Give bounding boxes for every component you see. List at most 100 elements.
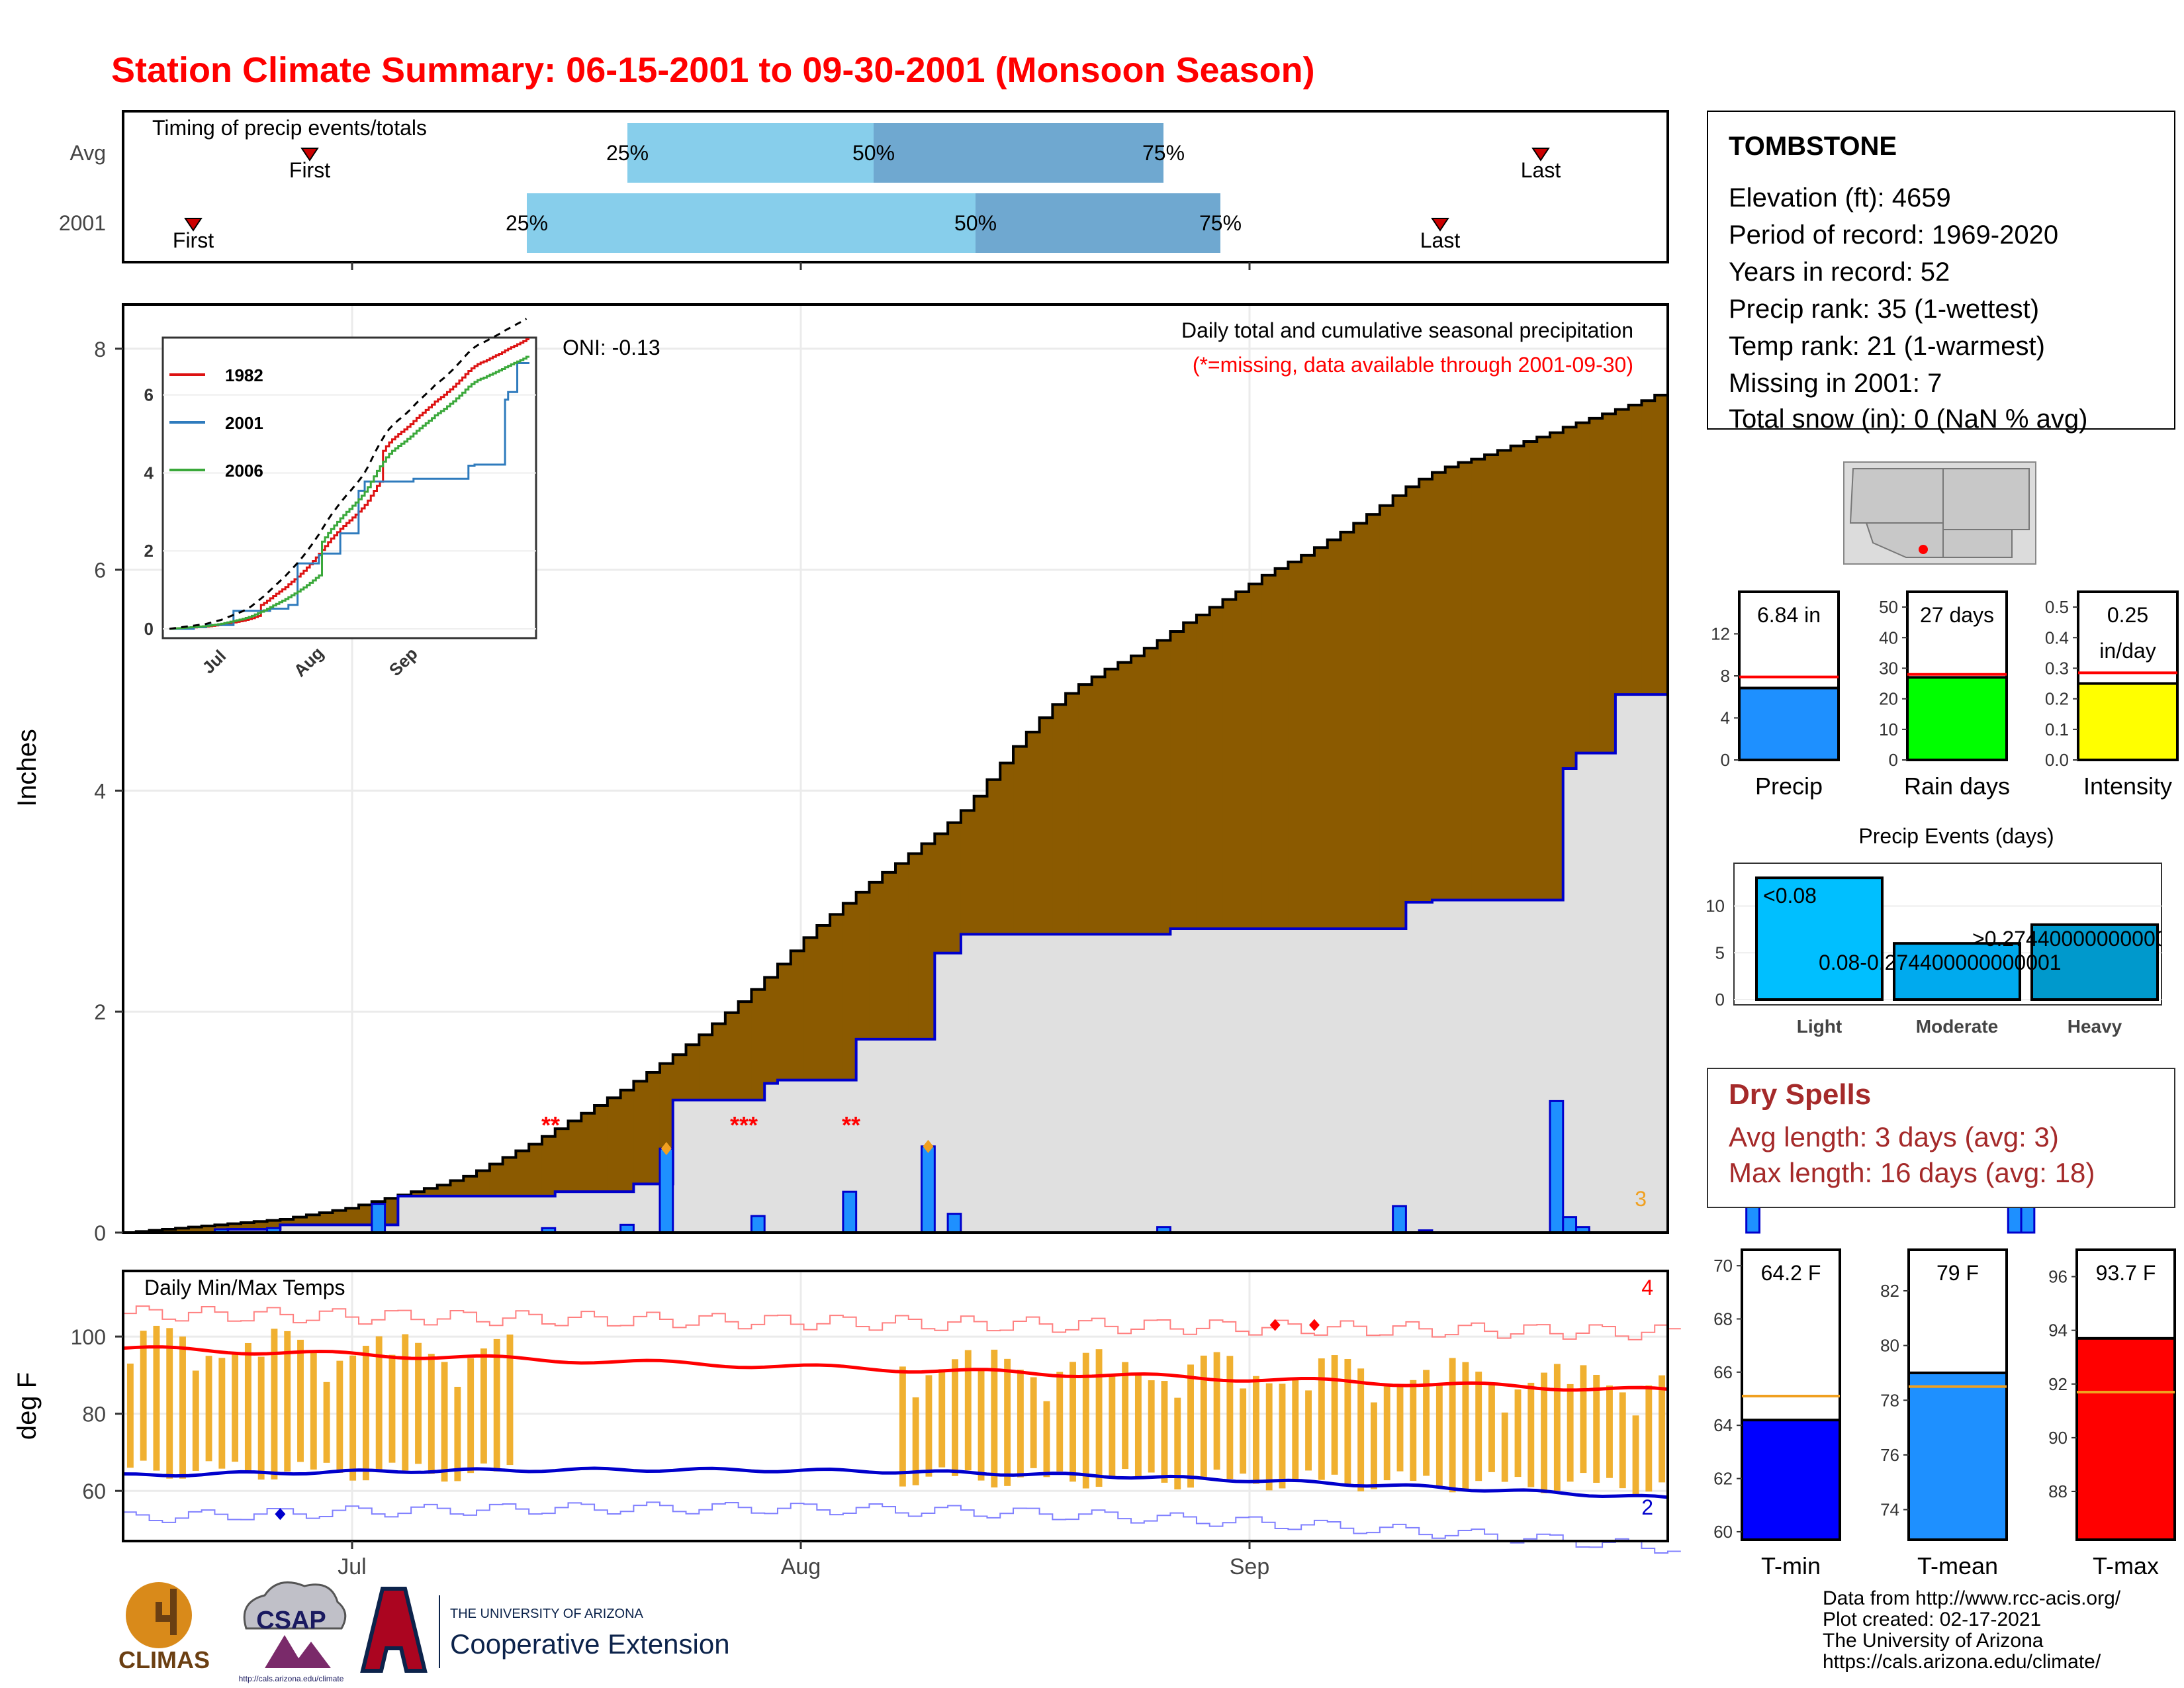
inset-legend-2006: 2006 xyxy=(225,461,263,481)
events-category-label: Moderate xyxy=(1916,1016,1998,1037)
record-low-line xyxy=(123,1501,1681,1554)
deficit-fill xyxy=(1052,704,1066,935)
avg-p50-label: 50% xyxy=(852,141,895,165)
daily-temp-range-bar xyxy=(1475,1372,1482,1481)
daily-temp-range-bar xyxy=(153,1325,160,1471)
temp-summary-value-label: 64.2 F xyxy=(1761,1261,1821,1285)
page-title: Station Climate Summary: 06-15-2001 to 0… xyxy=(111,50,1315,90)
station-name: TOMBSTONE xyxy=(1729,132,1897,161)
daily-temp-range-bar xyxy=(205,1356,212,1462)
precip-ytick-0: 0 xyxy=(94,1221,106,1245)
daily-temp-range-bar xyxy=(166,1328,173,1479)
daily-temp-range-bar xyxy=(1318,1358,1325,1480)
deficit-fill xyxy=(502,1157,516,1196)
timing-panel-title: Timing of precip events/totals xyxy=(152,116,427,140)
deficit-fill xyxy=(1379,505,1394,929)
deficit-fill xyxy=(764,977,778,1084)
inset-ytick-2: 2 xyxy=(144,541,154,561)
daily-temp-range-bar xyxy=(978,1369,985,1481)
obs-last-label: Last xyxy=(1420,228,1461,252)
daily-temp-range-bar xyxy=(1109,1376,1116,1478)
daily-temp-range-bar xyxy=(480,1348,487,1464)
deficit-fill xyxy=(581,1113,595,1192)
deficit-fill xyxy=(541,1136,556,1196)
daily-temp-range-bar xyxy=(1043,1401,1050,1477)
dry-spells-max: Max length: 16 days (avg: 18) xyxy=(1729,1157,2095,1188)
daily-temp-range-bar xyxy=(310,1350,317,1470)
deficit-fill xyxy=(856,892,870,1039)
daily-temp-range-bar xyxy=(991,1349,998,1488)
daily-temp-range-bar xyxy=(1383,1386,1390,1481)
deficit-fill xyxy=(869,882,883,1039)
deficit-fill xyxy=(817,925,831,1080)
daily-temp-range-bar xyxy=(244,1342,251,1472)
events-bar-label-moderate: 0.08-0.274400000000001 xyxy=(1819,951,2062,974)
deficit-fill xyxy=(1196,615,1210,929)
avg-25-50-bar xyxy=(627,123,874,183)
temp-summary-t-min: 60 62 64 66 68 70 64.2 F T-min xyxy=(1713,1248,1841,1579)
daily-temp-range-bar xyxy=(1331,1355,1338,1475)
daily-temp-range-bar xyxy=(454,1386,461,1481)
deficit-fill xyxy=(516,1150,529,1196)
deficit-fill xyxy=(803,937,817,1080)
inset-ytick-4: 4 xyxy=(144,463,154,483)
deficit-fill xyxy=(424,1188,438,1196)
deficit-fill xyxy=(332,1210,346,1225)
events-bar-label-heavy: >0.274400000000001 xyxy=(1972,927,2179,951)
daily-temp-range-bar xyxy=(1514,1389,1522,1477)
summary-bar-tick: 4 xyxy=(1721,708,1730,728)
daily-temp-range-bar xyxy=(506,1335,514,1466)
inset-series-2001 xyxy=(169,361,529,630)
daily-temp-range-bar xyxy=(1619,1392,1626,1489)
month-label-aug: Aug xyxy=(781,1554,821,1579)
daily-temp-range-bar xyxy=(1148,1380,1155,1473)
daily-temp-range-bar xyxy=(1004,1358,1011,1486)
deficit-fill xyxy=(1183,622,1197,929)
daily-temp-range-bar xyxy=(1161,1381,1168,1483)
temp-summary-tick: 64 xyxy=(1713,1415,1733,1435)
inset-avg-line xyxy=(169,318,527,630)
daily-temp-range-bar xyxy=(402,1334,409,1471)
deficit-fill xyxy=(1655,395,1668,695)
daily-temp-range-bar xyxy=(375,1336,383,1473)
temp-ylabel: deg F xyxy=(13,1372,42,1440)
deficit-fill xyxy=(607,1098,621,1192)
daily-temp-range-bar xyxy=(1645,1385,1653,1492)
inset-frame xyxy=(161,336,537,639)
deficit-fill xyxy=(162,1229,176,1233)
deficit-fill xyxy=(1026,731,1040,935)
daily-temp-range-bar xyxy=(1449,1358,1456,1493)
record-low-marker xyxy=(275,1508,286,1521)
obs-first-marker xyxy=(184,218,203,232)
daily-temp-range-bar xyxy=(140,1331,147,1461)
summary-bar-value xyxy=(1738,686,1840,762)
summary-bar-rain-days: 0 10 20 30 40 50 27 days Rain days xyxy=(1879,590,2010,800)
summary-bar-precip: 0 4 8 12 6.84 in Precip xyxy=(1711,590,1840,800)
station-line-6: Missing in 2001: 7 xyxy=(1729,369,1942,398)
station-box-frame xyxy=(1707,111,2175,430)
deficit-fill xyxy=(1510,445,1525,900)
record-high-marker xyxy=(1308,1319,1320,1331)
daily-temp-range-bar xyxy=(1292,1377,1299,1480)
daily-temp-range-bar xyxy=(1659,1375,1666,1483)
daily-temp-range-bar xyxy=(964,1350,972,1471)
deficit-fill xyxy=(253,1221,268,1229)
daily-temp-range-bar xyxy=(1017,1370,1024,1477)
university-of-arizona-logo: THE UNIVERSITY OF ARIZONA Cooperative Ex… xyxy=(360,1587,730,1673)
climas-logo: CLIMAS xyxy=(118,1582,210,1673)
temp-summary-t-max: 88 90 92 94 96 93.7 F T-max xyxy=(2048,1248,2176,1579)
summary-bar-value xyxy=(1906,676,2008,761)
daily-temp-range-bar xyxy=(1580,1365,1587,1474)
deficit-fill xyxy=(1641,400,1655,695)
temp-corner-max: 4 xyxy=(1641,1276,1653,1299)
precip-events-title: Precip Events (days) xyxy=(1858,824,2054,848)
daily-temp-range-bar xyxy=(1213,1352,1220,1470)
summary-bar-intensity: 0.0 0.1 0.2 0.3 0.4 0.5 0.25 in/day Intensity xyxy=(2045,590,2179,800)
summary-bar-tick: 0.2 xyxy=(2045,689,2069,709)
deficit-fill xyxy=(1261,575,1276,929)
deficit-fill xyxy=(934,833,948,953)
deficit-fill xyxy=(1157,640,1171,935)
missing-mark-3: ** xyxy=(842,1111,860,1139)
deficit-fill xyxy=(385,1198,398,1225)
csap-cloud-icon xyxy=(243,1581,347,1630)
